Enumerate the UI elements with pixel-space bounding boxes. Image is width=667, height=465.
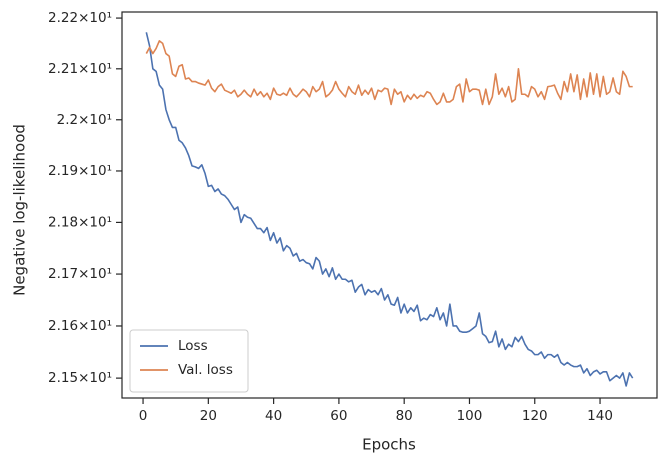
- y-tick-label: 2.2×10¹: [57, 112, 112, 128]
- y-tick-label: 2.21×10¹: [48, 61, 112, 77]
- legend: Loss Val. loss: [129, 329, 249, 393]
- series-line: [145, 40, 633, 106]
- plot-frame: [121, 11, 658, 399]
- legend-label: Val. loss: [178, 362, 233, 378]
- x-tick-label: 140: [587, 408, 613, 424]
- x-tick-label: 20: [200, 408, 217, 424]
- y-tick-label: 2.22×10¹: [48, 10, 112, 26]
- x-axis-label: Epochs: [362, 436, 416, 454]
- x-tick-label: 80: [396, 408, 413, 424]
- x-tick-label: 60: [330, 408, 347, 424]
- y-tick-label: 2.16×10¹: [48, 318, 112, 334]
- x-tick-label: 120: [522, 408, 548, 424]
- y-axis-label: Negative log-likelihood: [11, 124, 29, 296]
- y-tick-label: 2.15×10¹: [48, 370, 112, 386]
- y-tick-label: 2.18×10¹: [48, 214, 112, 230]
- legend-label: Loss: [178, 338, 208, 354]
- x-tick-label: 100: [457, 408, 483, 424]
- x-tick-label: 0: [139, 408, 148, 424]
- series-line: [145, 32, 634, 387]
- y-tick-label: 2.17×10¹: [48, 266, 112, 282]
- y-tick-label: 2.19×10¹: [48, 163, 112, 179]
- x-tick-label: 40: [265, 408, 282, 424]
